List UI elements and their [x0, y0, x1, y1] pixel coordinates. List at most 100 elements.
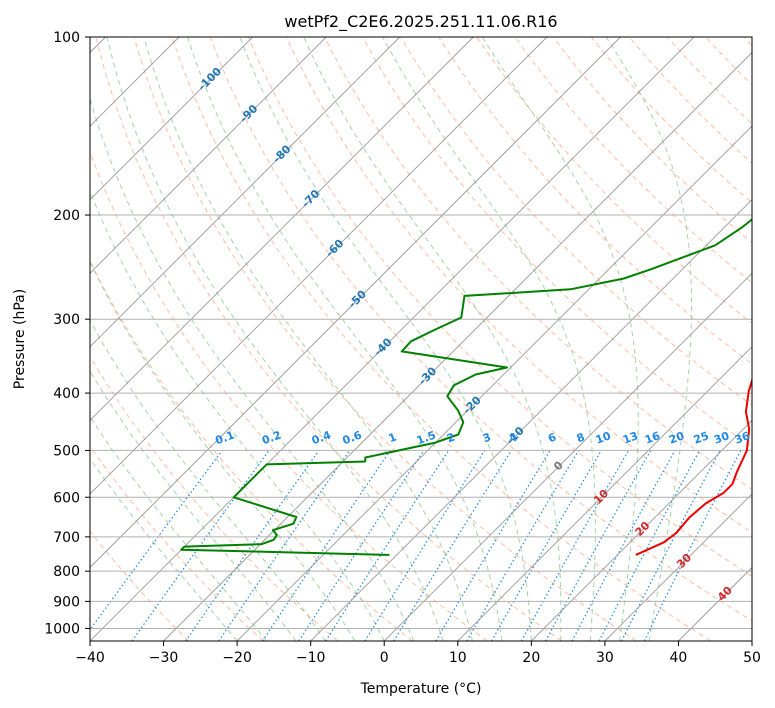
mixing-ratio-label: 8 [575, 431, 587, 446]
moist-adiabat-line [90, 415, 267, 641]
x-tick-label: −40 [75, 650, 105, 666]
isotherm-line [751, 640, 752, 641]
mixing-ratio-label: 13 [621, 429, 640, 446]
dry-adiabat-line [476, 37, 752, 324]
x-tick-label: 0 [380, 650, 389, 666]
isotherm-line [90, 37, 327, 274]
isotherm-label: 20 [633, 519, 653, 539]
dry-adiabat-line [90, 530, 190, 641]
mixing-ratio-label: 16 [643, 429, 662, 447]
mixing-ratio-line [393, 450, 512, 641]
mixing-ratio-label: 0.6 [341, 428, 364, 447]
isotherm-line [90, 37, 621, 569]
isotherm-label: -20 [461, 393, 484, 416]
moist-adiabat-line [239, 37, 532, 641]
isotherm-line [90, 37, 401, 348]
mixing-ratio-line [435, 450, 551, 641]
dry-adiabat-line [171, 37, 712, 641]
mixing-ratio-label: 25 [692, 429, 711, 446]
dry-adiabat-line [667, 37, 752, 125]
moist-adiabat-line [90, 319, 326, 641]
dry-adiabat-line [743, 37, 752, 47]
mixing-ratio-label: 30 [712, 429, 731, 447]
mixing-ratio-line [643, 450, 742, 641]
y-tick-label: 300 [53, 312, 80, 328]
mixing-ratio-line [90, 450, 223, 631]
dry-adiabat-line [90, 150, 488, 641]
x-axis-label: Temperature (°C) [360, 681, 482, 697]
dewpoint-profile-line [180, 218, 752, 556]
x-axis: −40 −30 −20 −10 0 10 20 30 40 50 [75, 641, 761, 666]
isotherm-label: -100 [195, 65, 224, 94]
isotherm-label: 0 [551, 458, 566, 473]
dry-adiabat-line [552, 37, 752, 244]
isotherm-label: -90 [237, 102, 260, 125]
plot-frame [89, 36, 753, 642]
isotherm-line [90, 37, 695, 641]
moist-adiabat-line [303, 37, 562, 641]
dry-adiabat-line [133, 37, 637, 641]
isotherm-label: 10 [591, 487, 611, 507]
x-tick-label: −20 [222, 650, 252, 666]
mixing-ratio-line [325, 450, 450, 641]
dry-adiabat-line [285, 37, 752, 534]
isotherm-line [310, 199, 752, 641]
moist-adiabat-line [382, 37, 596, 641]
moist-adiabat-line [143, 37, 473, 641]
temperature-profile-line [635, 377, 752, 556]
mixing-ratio-label: 10 [594, 429, 613, 447]
x-tick-label: −10 [296, 650, 326, 666]
moist-adiabat-line [90, 189, 385, 641]
mixing-ratio-line [466, 450, 580, 641]
mixing-ratio-label: 4 [508, 430, 520, 445]
isotherm-label: -70 [299, 187, 322, 210]
mixing-ratio-label: 20 [667, 429, 686, 447]
x-tick-label: 50 [743, 650, 761, 666]
dry-adiabat-line [90, 444, 264, 641]
isotherm-label: -30 [416, 364, 439, 387]
mixing-ratio-label: 3 [481, 431, 493, 446]
mixing-ratio-line [218, 450, 351, 641]
isotherm-labels: -100-90-80-70-60-50-40-30-20-10010203040… [195, 65, 752, 604]
isotherm-line [531, 419, 752, 641]
isotherm-label: 40 [715, 584, 735, 604]
isotherm-label: 30 [674, 551, 694, 571]
mixing-ratio-line [571, 450, 676, 641]
mixing-ratio-line [185, 450, 320, 641]
isotherm-line [90, 37, 548, 495]
mixing-ratio-label: 0.1 [213, 428, 236, 447]
y-tick-label: 900 [53, 594, 80, 610]
moist-adiabat-line [90, 457, 238, 641]
mixing-ratio-line [520, 450, 630, 641]
mixing-ratio-label: 0.4 [310, 428, 333, 447]
isotherm-line [383, 272, 752, 641]
background-lines [90, 37, 752, 641]
isotherm-line [90, 37, 253, 201]
y-tick-label: 500 [53, 443, 80, 459]
mixing-ratio-line [298, 450, 425, 641]
isotherm-line [90, 37, 474, 421]
x-tick-label: −30 [149, 650, 179, 666]
y-axis-label: Pressure (hPa) [12, 289, 28, 389]
dry-adiabat-line [209, 37, 752, 622]
y-tick-label: 400 [53, 386, 80, 402]
dry-adiabat-line [705, 37, 752, 86]
x-tick-label: 40 [670, 650, 688, 666]
isotherm-label: -50 [346, 287, 369, 310]
y-tick-label: 100 [53, 30, 80, 46]
series-lines [180, 218, 752, 556]
y-tick-label: 200 [53, 208, 80, 224]
y-tick-label: 1000 [44, 621, 80, 637]
mixing-ratio-label: 0.2 [260, 428, 283, 447]
isotherm-label: -60 [323, 236, 346, 259]
mixing-ratio-label: 6 [546, 430, 558, 445]
x-tick-label: 20 [522, 650, 540, 666]
y-tick-label: 800 [53, 564, 80, 580]
x-tick-label: 30 [596, 650, 614, 666]
isotherm-line [236, 125, 752, 641]
dry-adiabat-line [590, 37, 752, 204]
chart-title: wetPf2_C2E6.2025.251.11.06.R16 [284, 12, 557, 32]
mixing-ratio-label: 1.5 [415, 428, 438, 447]
moist-adiabat-line [481, 37, 639, 641]
